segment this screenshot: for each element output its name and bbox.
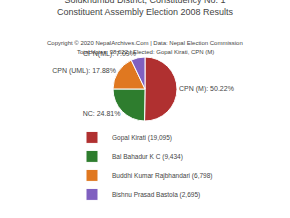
svg-text:Total Votes: 38,022 | Elected:: Total Votes: 38,022 | Elected: Gopal Kir…	[77, 49, 214, 55]
svg-text:CPN (UML): 17.88%: CPN (UML): 17.88%	[52, 67, 116, 75]
svg-text:Solukhumbu District, Constitue: Solukhumbu District, Constituency No. 1C…	[57, 0, 234, 17]
svg-text:Gopal Kirati (19,095): Gopal Kirati (19,095)	[112, 134, 172, 142]
svg-text:Bal Bahadur K C (9,434): Bal Bahadur K C (9,434)	[112, 153, 183, 161]
svg-text:Copyright © 2020 NepalArchives: Copyright © 2020 NepalArchives.Com | Dat…	[47, 40, 243, 46]
svg-text:Buddhi Kumar Rajbhandari (6,79: Buddhi Kumar Rajbhandari (6,798)	[112, 172, 212, 180]
svg-text:Bishnu Prasad Bastola (2,695): Bishnu Prasad Bastola (2,695)	[112, 191, 200, 199]
svg-text:CPN (M): 50.22%: CPN (M): 50.22%	[179, 85, 234, 93]
svg-text:NC: 24.81%: NC: 24.81%	[83, 110, 121, 117]
svg-text:CPN(ML): 7.09%: CPN(ML): 7.09%	[83, 50, 136, 58]
